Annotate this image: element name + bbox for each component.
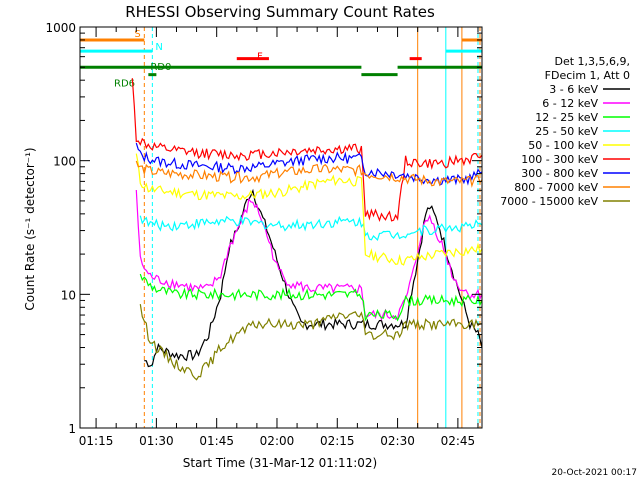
y-tick-label-2: 100 <box>53 155 76 169</box>
status-label-rd6: RD6 <box>114 79 135 90</box>
series-line-4 <box>135 153 483 266</box>
legend: Det 1,3,5,6,9,FDecim 1, Att 03 - 6 keV6 … <box>500 55 630 208</box>
legend-label-8: 7000 - 15000 keV <box>500 195 598 208</box>
legend-label-5: 100 - 300 keV <box>521 153 598 166</box>
legend-label-7: 800 - 7000 keV <box>514 181 598 194</box>
x-axis-label: Start Time (31-Mar-12 01:11:02) <box>183 456 377 470</box>
y-tick-label-1: 10 <box>61 288 76 302</box>
legend-label-0: 3 - 6 keV <box>549 83 598 96</box>
x-tick-label-5: 02:30 <box>380 434 415 448</box>
y-tick-label-0: 1 <box>68 422 76 436</box>
series-line-3 <box>139 214 483 242</box>
status-label-rd0: RD0 <box>150 62 171 73</box>
legend-label-3: 25 - 50 keV <box>535 125 598 138</box>
x-tick-label-6: 02:45 <box>441 434 476 448</box>
plot-frame <box>79 26 483 429</box>
x-tick-label-3: 02:00 <box>260 434 295 448</box>
legend-label-2: 12 - 25 keV <box>535 111 598 124</box>
series-line-5 <box>131 78 483 222</box>
legend-label-6: 300 - 800 keV <box>521 167 598 180</box>
status-label-f: F <box>257 52 263 63</box>
status-label-n: N <box>155 42 162 53</box>
series-line-1 <box>135 189 483 321</box>
legend-label-4: 50 - 100 keV <box>528 139 598 152</box>
series-line-6 <box>135 142 483 186</box>
series-line-7 <box>135 160 483 188</box>
y-axis-label: Count Rate (s⁻¹ detector⁻¹) <box>23 147 37 310</box>
generated-timestamp: 20-Oct-2021 00:17 <box>552 468 637 478</box>
series-line-8 <box>139 304 483 381</box>
legend-header-1: FDecim 1, Att 0 <box>545 69 630 82</box>
y-tick-label-3: 1000 <box>45 21 76 35</box>
x-tick-label-0: 01:15 <box>79 434 114 448</box>
x-tick-label-2: 01:45 <box>199 434 234 448</box>
series-line-2 <box>139 273 483 322</box>
chart-title: RHESSI Observing Summary Count Rates <box>125 3 435 21</box>
legend-label-1: 6 - 12 keV <box>542 97 598 110</box>
status-label-s: S <box>134 29 140 40</box>
x-tick-label-1: 01:30 <box>139 434 174 448</box>
legend-header-0: Det 1,3,5,6,9, <box>554 55 630 68</box>
plot-area: S N F RD0 RD6 1 10 100 1000 01:15 01:30 01:45 02:00 0… <box>45 21 483 448</box>
x-tick-label-4: 02:15 <box>320 434 355 448</box>
